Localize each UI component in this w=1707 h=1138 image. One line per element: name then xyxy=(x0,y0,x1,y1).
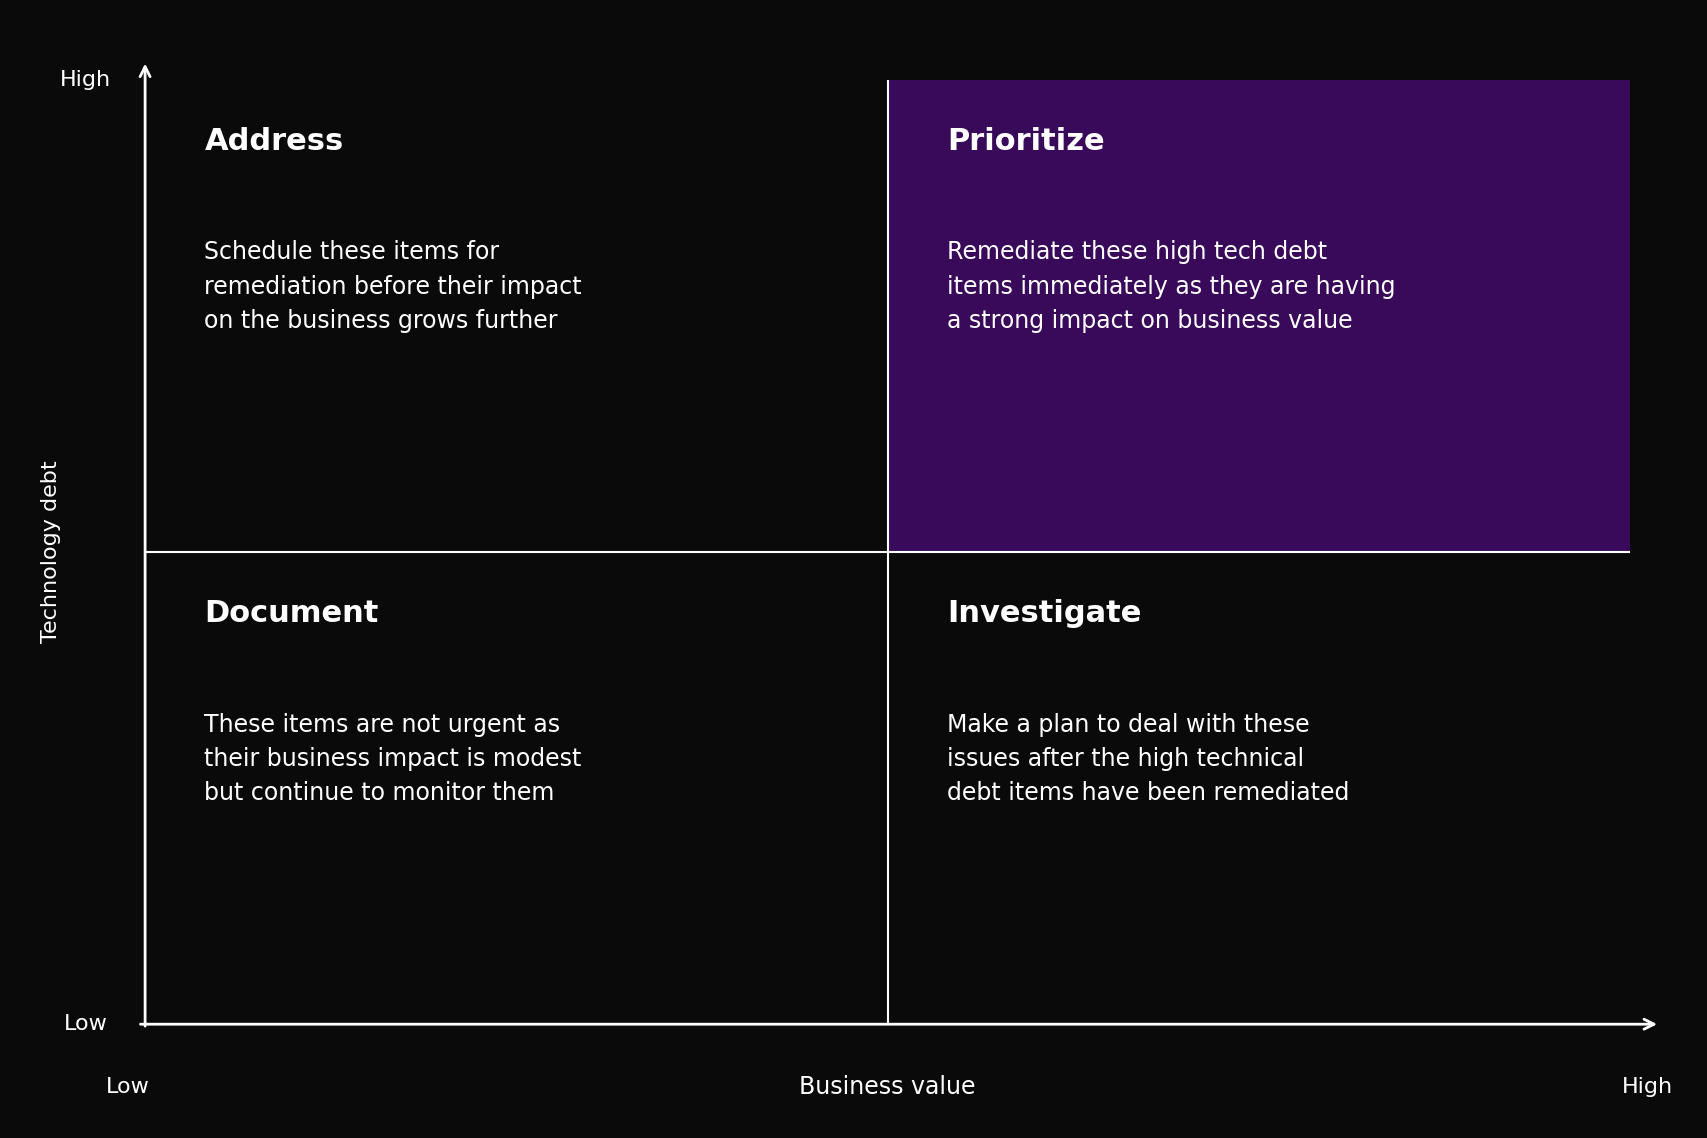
Text: Investigate: Investigate xyxy=(947,599,1142,628)
Text: Document: Document xyxy=(205,599,379,628)
Text: Schedule these items for
remediation before their impact
on the business grows f: Schedule these items for remediation bef… xyxy=(205,240,582,333)
Text: High: High xyxy=(1622,1077,1673,1097)
Text: Business value: Business value xyxy=(799,1074,976,1099)
Bar xyxy=(888,80,1630,552)
Text: Low: Low xyxy=(63,1014,108,1034)
Text: Technology debt: Technology debt xyxy=(41,461,61,643)
Text: Make a plan to deal with these
issues after the high technical
debt items have b: Make a plan to deal with these issues af… xyxy=(947,712,1350,806)
Text: High: High xyxy=(60,69,111,90)
Text: Prioritize: Prioritize xyxy=(947,127,1104,156)
Text: Remediate these high tech debt
items immediately as they are having
a strong imp: Remediate these high tech debt items imm… xyxy=(947,240,1396,333)
Text: These items are not urgent as
their business impact is modest
but continue to mo: These items are not urgent as their busi… xyxy=(205,712,582,806)
Text: Low: Low xyxy=(106,1077,150,1097)
Text: Address: Address xyxy=(205,127,343,156)
